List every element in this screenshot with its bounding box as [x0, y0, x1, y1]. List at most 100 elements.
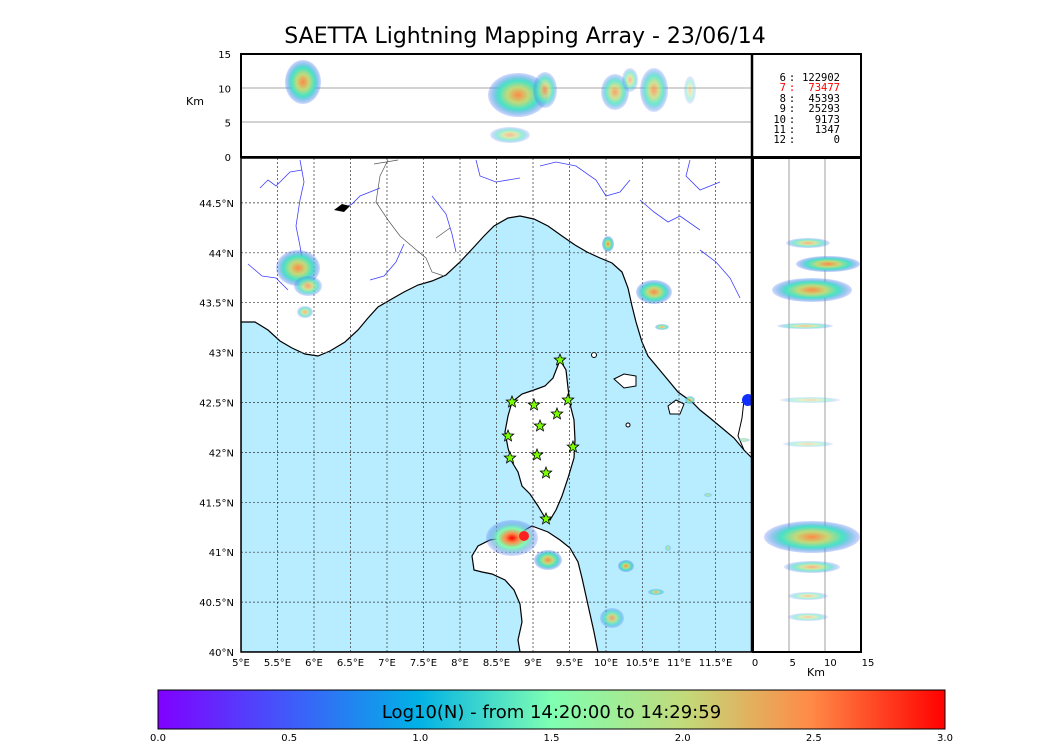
legend-separator: :: [788, 82, 796, 95]
station-star-icon: [539, 465, 553, 479]
lon-tick-label: 8°E: [451, 658, 469, 669]
lon-tick-label: 10°E: [594, 658, 618, 669]
legend-row: 10: 9173: [760, 113, 840, 126]
legend-count: 73477: [808, 82, 840, 95]
lon-tick-label: 9°E: [524, 658, 542, 669]
lon-tick-label: 11.5°E: [699, 658, 733, 669]
legend-separator: :: [788, 113, 796, 126]
lat-tick-label: 40.5°N: [199, 598, 234, 609]
colorbar-tick-label: 1.0: [412, 733, 429, 744]
lat-tick-label: 41.5°N: [199, 498, 234, 509]
station-star-icon: [539, 511, 553, 525]
lon-tick-label: 7.5°E: [410, 658, 437, 669]
lon-tick-label: 6°E: [305, 658, 323, 669]
colorbar-tick-label: 2.5: [805, 733, 822, 744]
lightning-cluster-italy-coast: [742, 394, 752, 406]
top-panel-yticks: 15 10 5 0: [218, 50, 231, 164]
lon-tick-label: 9.5°E: [556, 658, 583, 669]
flash-count-legend: 6:122902 7:73477 8:45393 9:25293 10:9173 11:1…: [760, 73, 840, 146]
colorbar-tick-label: 0.5: [281, 733, 298, 744]
station-star-icon: [566, 439, 580, 453]
lat-tick-label: 42.5°N: [199, 399, 234, 410]
lon-tick-label: 10.5°E: [626, 658, 660, 669]
right-panel-xtick-label: 15: [862, 658, 875, 669]
right-panel-xlabel: Km: [807, 666, 825, 679]
lat-tick-label: 40°N: [209, 648, 234, 659]
station-star-icon: [561, 392, 575, 406]
station-star-icon: [527, 397, 541, 411]
legend-separator: :: [788, 124, 796, 137]
colorbar-tick-label: 0.0: [150, 733, 166, 744]
legend-level: 10: [773, 113, 786, 126]
legend-level: 12: [773, 134, 786, 147]
legend-count: 1347: [814, 124, 840, 137]
colorbar-tick-label: 2.0: [674, 733, 691, 744]
station-star-icon: [505, 394, 519, 408]
lightning-cluster-genoa: [602, 236, 614, 252]
lon-tick-label: 5.5°E: [264, 658, 291, 669]
corsica-island: [504, 358, 576, 521]
legend-row: 12: 0: [760, 134, 840, 147]
right-panel-xticks: 0 5 10 15: [752, 658, 875, 669]
right-panel-xtick-label: 0: [752, 658, 758, 669]
legend-count: 45393: [808, 92, 840, 105]
map-latitude-ticks: 44.5°N 44°N 43.5°N 43°N 42.5°N 42°N 41.5°N 41°N…: [199, 199, 234, 659]
legend-count: 9173: [814, 113, 840, 126]
lat-tick-label: 44.5°N: [199, 199, 234, 210]
lma-stations: [501, 352, 580, 525]
right-altitude-panel: 0 5 10 15 Km: [752, 157, 875, 679]
top-altitude-panel: Km 15 10 5 0: [186, 50, 862, 164]
legend-row: 7:73477: [760, 82, 840, 95]
station-star-icon: [553, 352, 567, 366]
top-panel-ytick-label: 0: [225, 153, 231, 164]
lat-tick-label: 42°N: [209, 448, 234, 459]
legend-row: 8:45393: [760, 92, 840, 105]
colorbar-label: Log10(N) - from 14:20:00 to 14:29:59: [381, 702, 722, 723]
storm-altitude-2: [488, 73, 548, 117]
lat-tick-label: 43.5°N: [199, 299, 234, 310]
legend-row: 6:122902: [760, 72, 840, 84]
lightning-sources: [276, 236, 752, 628]
lat-tick-label: 43°N: [209, 349, 234, 360]
map-panel: 5°E 5.5°E 6°E 6.5°E 7°E 7.5°E 8°E 8.5°E 9°E 9.5°E…: [199, 157, 754, 669]
lat-tick-label: 44°N: [209, 249, 234, 260]
chart-title: SAETTA Lightning Mapping Array - 23/06/1…: [284, 24, 766, 49]
lon-tick-label: 6.5°E: [337, 658, 364, 669]
legend-level: 8: [779, 92, 786, 105]
station-star-icon: [501, 428, 515, 442]
legend-separator: :: [788, 72, 796, 84]
legend-count: 25293: [808, 103, 840, 116]
lon-tick-label: 5°E: [232, 658, 250, 669]
colorbar-tick-label: 3.0: [937, 733, 953, 744]
top-panel-ytick-label: 15: [218, 50, 231, 61]
legend-separator: :: [788, 134, 796, 147]
lon-tick-label: 7°E: [378, 658, 396, 669]
legend-separator: :: [788, 92, 796, 105]
storm-lat-profile-1: [796, 256, 860, 272]
storm-lat-profile-2: [764, 521, 860, 553]
legend-level: 6: [779, 72, 786, 84]
colorbar-tick-label: 1.5: [543, 733, 560, 744]
legend-level: 7: [779, 82, 786, 95]
legend-level: 9: [779, 103, 786, 116]
station-star-icon: [533, 418, 547, 432]
legend-level: 11: [773, 124, 786, 137]
legend-separator: :: [788, 103, 796, 116]
station-star-icon: [503, 450, 517, 464]
storm-altitude-3: [601, 74, 629, 110]
lat-tick-label: 41°N: [209, 548, 234, 559]
lon-tick-label: 11°E: [667, 658, 691, 669]
legend-row: 9:25293: [760, 103, 840, 116]
top-panel-ytick-label: 5: [225, 119, 231, 130]
right-panel-xtick-label: 5: [789, 658, 795, 669]
top-panel-ytick-label: 10: [218, 84, 231, 95]
legend-row: 11: 1347: [760, 124, 840, 137]
right-panel-xtick-label: 10: [824, 658, 837, 669]
legend-count: 122902: [802, 72, 840, 84]
sardinia-island: [471, 525, 599, 652]
lon-tick-label: 8.5°E: [483, 658, 510, 669]
map-longitude-ticks: 5°E 5.5°E 6°E 6.5°E 7°E 7.5°E 8°E 8.5°E 9°E 9.5°E…: [232, 658, 732, 669]
station-star-icon: [550, 406, 564, 420]
station-star-icon: [530, 447, 544, 461]
